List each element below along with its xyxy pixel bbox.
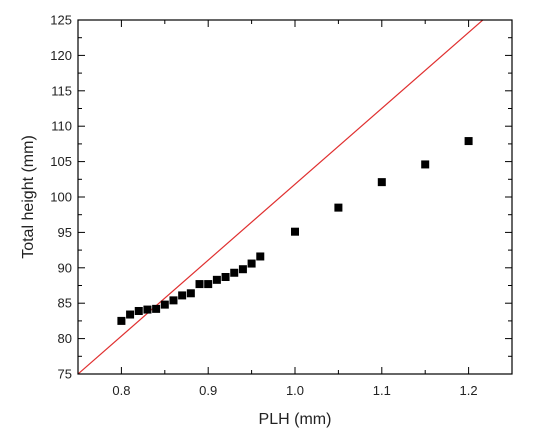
y-tick-label: 120 bbox=[50, 48, 72, 63]
y-tick-label: 95 bbox=[58, 225, 72, 240]
data-point bbox=[169, 296, 178, 305]
data-point bbox=[291, 227, 299, 236]
data-point bbox=[195, 280, 204, 289]
data-point bbox=[117, 316, 126, 325]
x-tick-label: 1.2 bbox=[460, 383, 478, 398]
x-tick-label: 1.1 bbox=[373, 383, 391, 398]
data-point bbox=[152, 304, 161, 313]
y-tick-label: 125 bbox=[50, 13, 72, 28]
data-point bbox=[221, 273, 230, 282]
reference-line bbox=[78, 20, 484, 374]
data-point bbox=[464, 137, 473, 146]
y-tick-label: 100 bbox=[50, 190, 72, 205]
x-axis-label: PLH (mm) bbox=[259, 411, 332, 428]
data-point bbox=[134, 306, 143, 315]
data-point bbox=[143, 305, 152, 314]
y-tick-label: 90 bbox=[58, 260, 72, 275]
data-point bbox=[126, 310, 135, 319]
data-point bbox=[256, 252, 265, 261]
data-point bbox=[334, 203, 343, 212]
data-point bbox=[186, 289, 195, 298]
data-point bbox=[377, 178, 386, 187]
plot-frame bbox=[77, 19, 513, 375]
y-axis: 75 80 85 90 95 100 105 110 115 120 125 bbox=[50, 13, 512, 382]
x-axis: 0.8 0.9 1.0 1.1 1.2 bbox=[77, 20, 513, 398]
reference-line-layer bbox=[78, 20, 484, 374]
data-points-layer bbox=[117, 137, 473, 325]
y-tick-label: 75 bbox=[58, 367, 72, 382]
data-point bbox=[160, 300, 169, 309]
y-tick-label: 85 bbox=[58, 296, 72, 311]
x-tick-label: 1.0 bbox=[286, 383, 304, 398]
x-tick-label: 0.9 bbox=[199, 383, 217, 398]
data-point bbox=[238, 265, 247, 274]
data-point bbox=[178, 291, 187, 300]
data-point bbox=[230, 268, 239, 277]
x-tick-label: 0.8 bbox=[112, 383, 130, 398]
y-tick-label: 115 bbox=[51, 83, 72, 98]
y-tick-label: 110 bbox=[51, 119, 72, 134]
data-point bbox=[204, 280, 213, 289]
y-tick-label: 105 bbox=[50, 154, 72, 169]
data-point bbox=[247, 259, 256, 268]
data-point bbox=[212, 275, 221, 284]
y-tick-label: 80 bbox=[58, 331, 72, 346]
y-axis-label: Total height (mm) bbox=[20, 135, 37, 259]
data-point bbox=[421, 160, 430, 169]
